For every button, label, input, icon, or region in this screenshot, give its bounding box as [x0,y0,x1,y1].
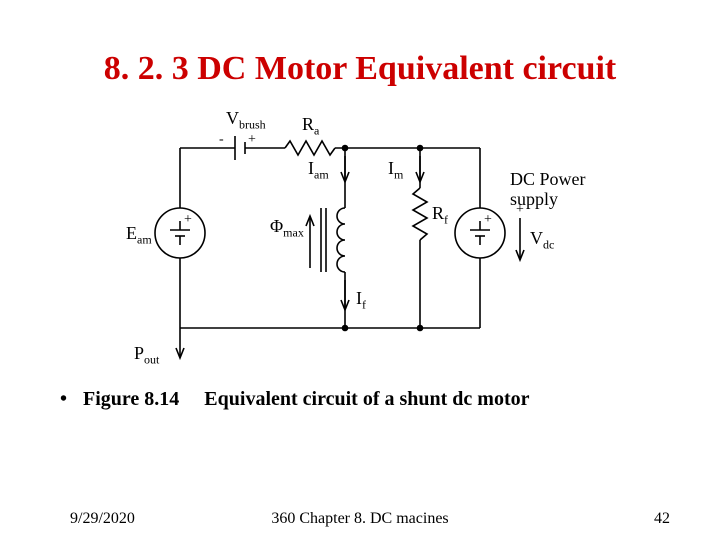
label-vbrush: Vbrush [226,108,266,133]
vbrush-minus: - [219,132,224,148]
label-pout: Pout [134,343,159,368]
label-vdc: Vdc [530,228,554,253]
bullet-icon: • [60,388,78,411]
figure-text: Equivalent circuit of a shunt dc motor [204,388,529,410]
label-eam: Eam [126,223,152,248]
label-im: Im [388,158,403,183]
figure-number: Figure 8.14 [83,388,179,410]
slide-title: 8. 2. 3 DC Motor Equivalent circuit [0,0,720,88]
label-if: If [356,288,366,313]
label-iam: Iam [308,158,329,183]
footer-page-number: 42 [654,510,670,528]
eam-plus: + [184,212,192,228]
dc-plus: + [484,212,492,228]
figure-caption: • Figure 8.14 Equivalent circuit of a sh… [60,388,720,411]
circuit-svg [120,108,600,368]
vdc-plus: + [516,202,524,218]
footer-center: 360 Chapter 8. DC macines [0,510,720,528]
circuit-diagram: Vbrush Ra Iam Im Eam Φmax Rf If Pout DC … [120,108,600,368]
label-rf: Rf [432,203,448,228]
label-phi: Φmax [270,216,304,241]
vbrush-plus: + [248,132,256,148]
label-ra: Ra [302,114,319,139]
